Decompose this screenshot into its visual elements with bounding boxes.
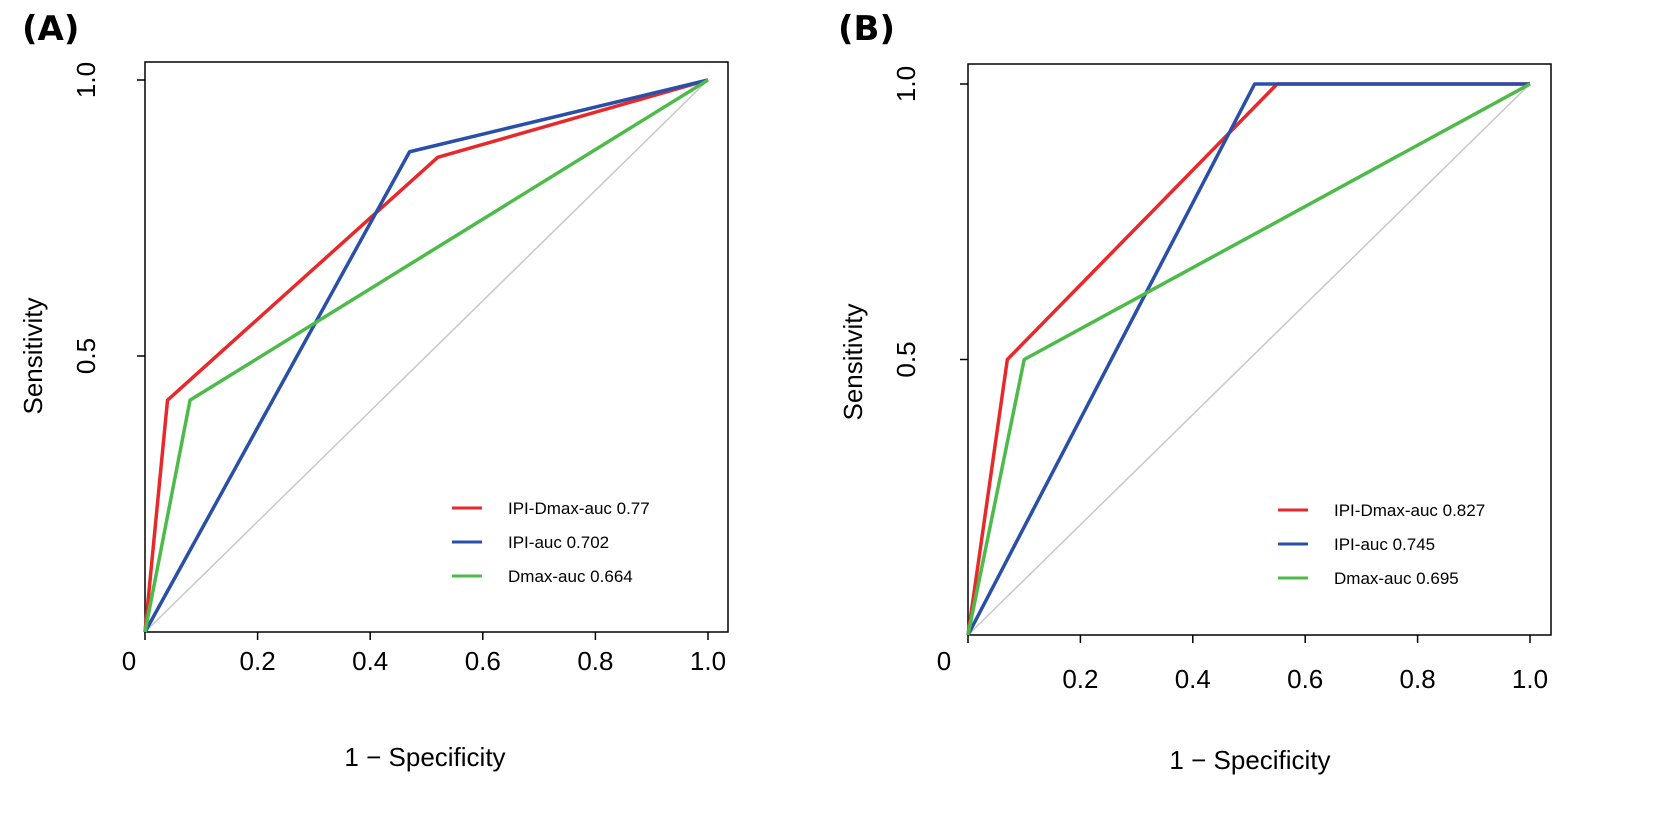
panel-a-series-line-0 xyxy=(143,78,709,633)
panel-a-plot-frame xyxy=(144,61,729,633)
panel-a-x-tick-label: 0.4 xyxy=(352,646,388,676)
panel-b-x-ticks xyxy=(967,635,1531,643)
panel-a: (A) 0 0.2 0.4 0.6 0.8 1.0 0.5 1.0 1 − Sp… xyxy=(18,9,729,772)
panel-b-reference-diagonal xyxy=(967,83,1531,636)
panel-b-x-tick-label: 0.6 xyxy=(1287,664,1323,694)
panel-b-series-layer xyxy=(966,82,1531,636)
panel-a-x-ticks xyxy=(144,632,709,640)
panel-b-x-tick-label: 0.4 xyxy=(1175,664,1211,694)
panel-b-plot-frame xyxy=(967,63,1552,636)
panel-a-legend: IPI-Dmax-auc 0.77 IPI-auc 0.702 Dmax-auc… xyxy=(452,499,650,586)
panel-b-legend-label: IPI-auc 0.745 xyxy=(1334,535,1435,554)
panel-b-y-ticks xyxy=(960,83,968,361)
panel-b-reference-layer xyxy=(967,83,1531,636)
panel-b-label: (B) xyxy=(838,9,895,49)
panel-a-reference-layer xyxy=(144,79,709,633)
panel-b-y-axis-title: Sensitivity xyxy=(838,303,868,420)
panel-a-y-tick-label: 1.0 xyxy=(71,62,101,98)
panel-a-y-tick-label: 0.5 xyxy=(71,338,101,374)
panel-b-x-axis-title: 1 − Specificity xyxy=(1169,745,1330,775)
panel-b-series-line-1 xyxy=(966,82,1530,636)
panel-b-x-tick-label: 0.2 xyxy=(1062,664,1098,694)
panel-a-x-tick-label: 0.2 xyxy=(240,646,276,676)
panel-b-series-line-2 xyxy=(966,82,1531,636)
panel-b-legend-label: IPI-Dmax-auc 0.827 xyxy=(1334,501,1485,520)
panel-b-legend: IPI-Dmax-auc 0.827 IPI-auc 0.745 Dmax-au… xyxy=(1278,501,1485,588)
panel-a-label: (A) xyxy=(22,9,79,49)
panel-a-y-axis-title: Sensitivity xyxy=(18,297,48,414)
panel-a-series-line-2 xyxy=(143,78,709,633)
panel-a-legend-label: Dmax-auc 0.664 xyxy=(508,567,633,586)
panel-b-y-tick-label: 1.0 xyxy=(891,66,921,102)
panel-a-y-ticks xyxy=(137,79,145,357)
panel-b-y-tick-label: 0.5 xyxy=(891,341,921,377)
panel-a-series-layer xyxy=(143,78,709,633)
panel-a-x-tick-label: 1.0 xyxy=(690,646,726,676)
panel-a-legend-label: IPI-auc 0.702 xyxy=(508,533,609,552)
panel-a-x-tick-label: 0.8 xyxy=(577,646,613,676)
panel-b-legend-label: Dmax-auc 0.695 xyxy=(1334,569,1459,588)
panel-a-x-axis-title: 1 − Specificity xyxy=(344,742,505,772)
panel-b-x-tick-label: 0.8 xyxy=(1400,664,1436,694)
panel-a-x-tick-label: 0 xyxy=(122,646,136,676)
panel-a-x-tick-label: 0.6 xyxy=(465,646,501,676)
panel-a-legend-label: IPI-Dmax-auc 0.77 xyxy=(508,499,650,518)
panel-a-reference-diagonal xyxy=(144,79,709,633)
panel-b-x-tick-label: 0 xyxy=(937,646,951,676)
panel-b: (B) 0 0.2 0.4 0.6 0.8 1.0 0.5 1.0 1 − Sp… xyxy=(838,9,1552,775)
panel-a-series-line-1 xyxy=(143,78,709,633)
panel-b-x-tick-label: 1.0 xyxy=(1512,664,1548,694)
